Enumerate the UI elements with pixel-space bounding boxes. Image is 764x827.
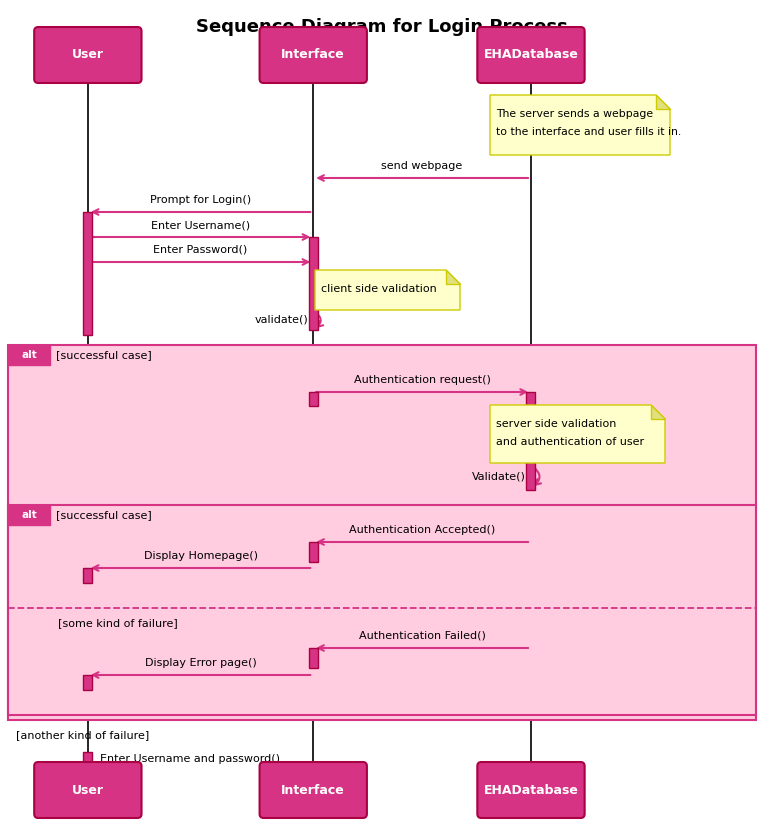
Text: [some kind of failure]: [some kind of failure] (58, 618, 178, 628)
Text: [successful case]: [successful case] (56, 350, 152, 360)
Text: [another kind of failure]: [another kind of failure] (16, 730, 149, 740)
Polygon shape (490, 405, 665, 463)
Polygon shape (446, 270, 460, 284)
Bar (83, 752, 92, 767)
Text: alt: alt (21, 510, 37, 520)
Text: Authentication request(): Authentication request() (354, 375, 490, 385)
FancyBboxPatch shape (34, 762, 141, 818)
Bar (83, 675, 92, 690)
Bar (309, 392, 318, 406)
Polygon shape (651, 405, 665, 419)
Text: [successful case]: [successful case] (56, 510, 152, 520)
Text: Authentication Accepted(): Authentication Accepted() (349, 525, 495, 535)
Polygon shape (490, 95, 670, 155)
Bar (8, 345, 756, 720)
Text: EHADatabase: EHADatabase (484, 49, 578, 61)
Polygon shape (656, 95, 670, 109)
FancyBboxPatch shape (34, 27, 141, 83)
Text: send webpage: send webpage (381, 161, 463, 171)
FancyBboxPatch shape (478, 27, 584, 83)
Text: Display Homepage(): Display Homepage() (144, 551, 257, 561)
Text: Prompt for Login(): Prompt for Login() (150, 195, 251, 205)
Bar (309, 648, 318, 668)
Bar (309, 237, 318, 330)
Text: validate(): validate() (254, 315, 308, 325)
Bar (526, 392, 536, 490)
Text: Validate(): Validate() (472, 471, 526, 481)
Bar (8, 505, 756, 715)
Bar (83, 212, 92, 335)
Polygon shape (315, 270, 460, 310)
Text: User: User (72, 49, 104, 61)
Text: Authentication Failed(): Authentication Failed() (358, 631, 486, 641)
FancyBboxPatch shape (260, 762, 367, 818)
Bar (8, 505, 50, 525)
FancyBboxPatch shape (260, 27, 367, 83)
Text: Enter Username(): Enter Username() (151, 220, 250, 230)
Text: client side validation: client side validation (321, 284, 437, 294)
Text: and authentication of user: and authentication of user (496, 437, 644, 447)
Text: Enter Username and password(): Enter Username and password() (100, 754, 280, 764)
Text: Interface: Interface (281, 783, 345, 796)
Text: User: User (72, 783, 104, 796)
Text: Display Error page(): Display Error page() (144, 658, 257, 668)
Bar (309, 542, 318, 562)
Bar (83, 568, 92, 583)
Text: Sequence Diagram for Login Process: Sequence Diagram for Login Process (196, 18, 568, 36)
Text: to the interface and user fills it in.: to the interface and user fills it in. (496, 127, 681, 137)
FancyBboxPatch shape (478, 762, 584, 818)
Text: server side validation: server side validation (496, 419, 617, 429)
Text: EHADatabase: EHADatabase (484, 783, 578, 796)
Text: Enter Password(): Enter Password() (154, 245, 248, 255)
Text: alt: alt (21, 350, 37, 360)
Text: Interface: Interface (281, 49, 345, 61)
Bar (8, 345, 50, 365)
Text: The server sends a webpage: The server sends a webpage (496, 109, 653, 119)
